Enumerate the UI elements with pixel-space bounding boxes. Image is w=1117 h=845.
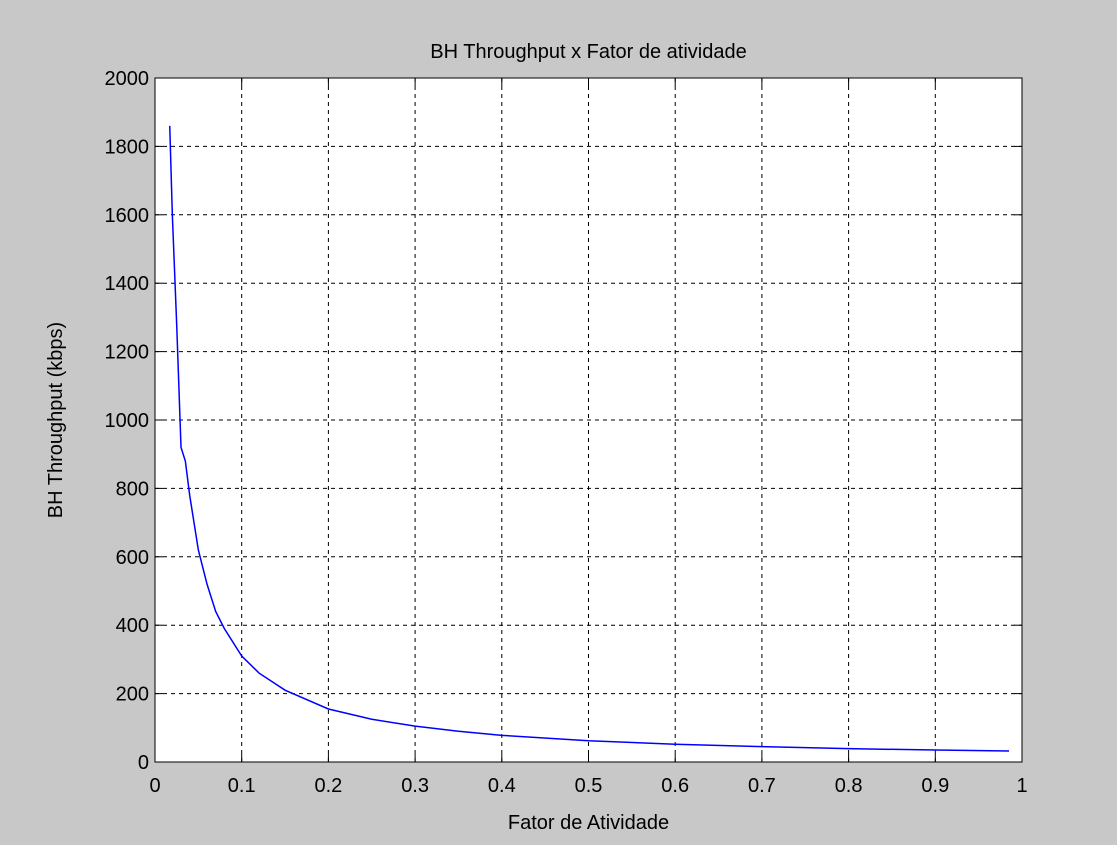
y-tick-label: 2000 [105,68,150,90]
x-tick-label: 0.9 [921,775,949,797]
y-axis-label: BH Throughput (kbps) [45,322,67,518]
x-axis-label: Fator de Atividade [508,812,669,834]
y-tick-labels: 0 200 400 600 800 1000 1200 1400 1600 1800 2000 [105,68,150,774]
x-tick-label: 0.8 [835,775,863,797]
series-line [168,125,1010,752]
x-tick-labels: 0 0.1 0.2 0.3 0.4 0.5 0.6 0.7 0.8 0.9 1 [149,775,1027,797]
x-tick-label: 1 [1016,775,1027,797]
y-tick-label: 600 [116,547,149,569]
series-layer [168,125,1010,752]
grid-lines [155,78,1022,762]
y-tick-label: 1200 [105,342,150,364]
x-tick-label: 0.4 [488,775,516,797]
y-tick-label: 1400 [105,273,150,295]
x-tick-label: 0.3 [401,775,429,797]
x-tick-label: 0.5 [575,775,603,797]
chart-title: BH Throughput x Fator de atividade [430,41,746,63]
tick-marks [154,77,1023,763]
x-tick-label: 0.6 [661,775,689,797]
x-tick-label: 0.7 [748,775,776,797]
x-tick-label: 0.1 [228,775,256,797]
y-tick-label: 1600 [105,205,150,227]
y-tick-label: 200 [116,684,149,706]
y-tick-label: 1800 [105,136,150,158]
y-tick-label: 400 [116,615,149,637]
x-tick-label: 0.2 [314,775,342,797]
y-tick-label: 800 [116,478,149,500]
y-tick-label: 0 [138,752,149,774]
y-tick-label: 1000 [105,410,150,432]
x-tick-label: 0 [149,775,160,797]
